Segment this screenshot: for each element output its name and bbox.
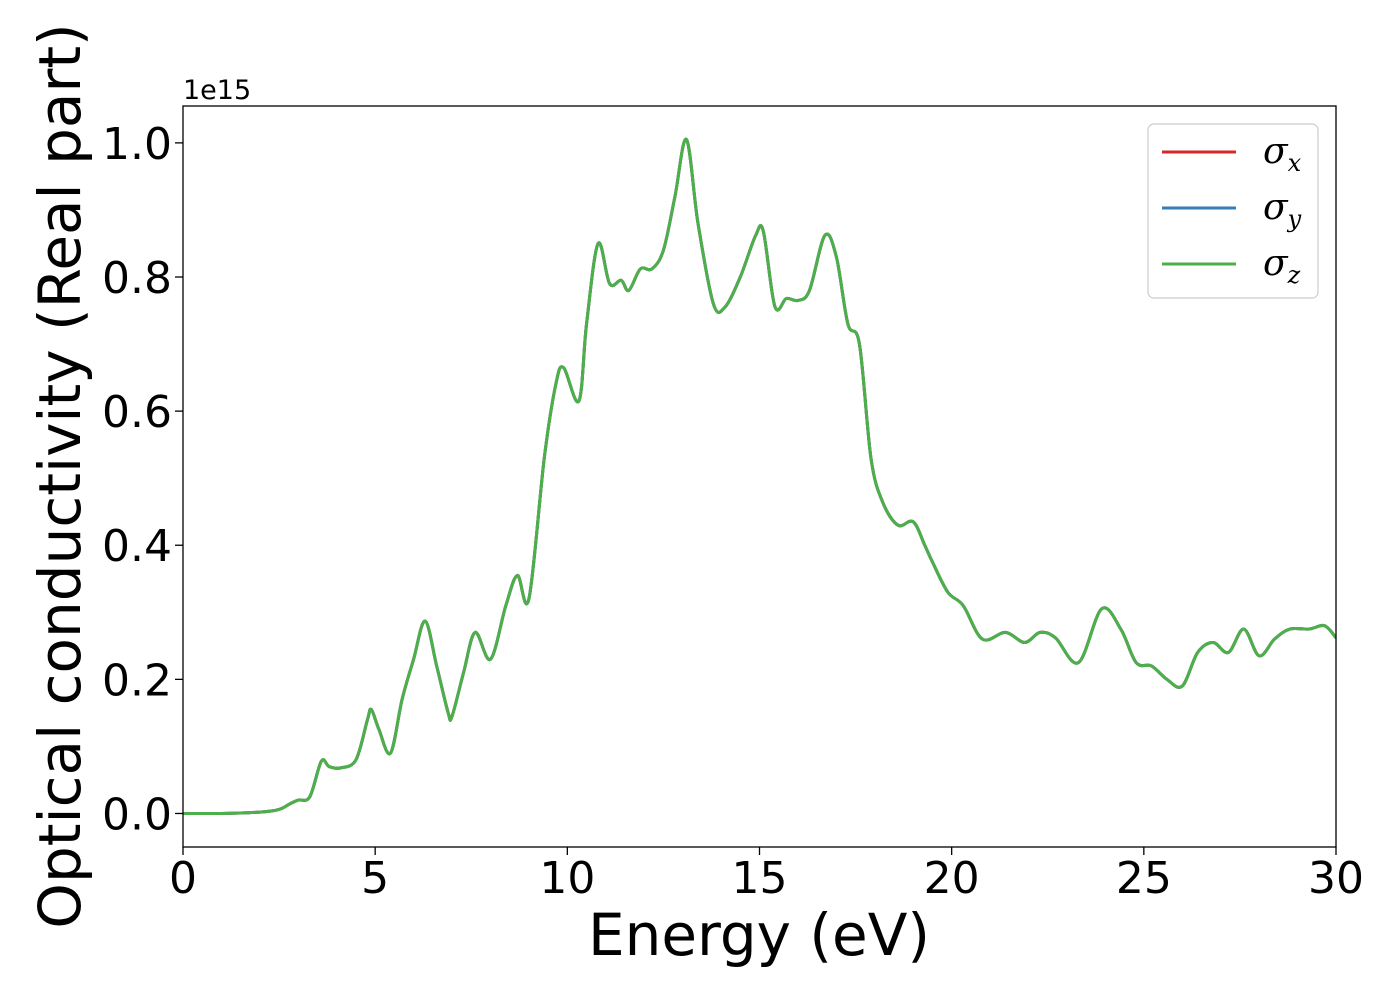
x-tick-label: 15 [732,853,788,904]
plot-frame [182,105,1337,848]
x-axis-title: Energy (eV) [588,901,930,969]
x-axis-ticks: 0 5 10 15 20 25 30 [169,847,1364,904]
series-lines [183,138,1336,816]
y-tick-label: 0.6 [102,387,172,438]
y-tick-label: 0.2 [102,655,172,706]
y-axis-title: Optical conductivity (Real part) [26,23,94,928]
y-offset-label: 1e15 [183,75,251,106]
x-tick-label: 25 [1116,853,1172,904]
x-tick-label: 20 [924,853,980,904]
x-tick-label: 5 [361,853,389,904]
y-tick-label: 0.0 [102,789,172,840]
y-tick-label: 1.0 [102,119,172,170]
x-tick-label: 10 [539,853,595,904]
x-tick-label: 0 [169,853,197,904]
legend-box [1147,123,1319,299]
y-tick-label: 0.4 [102,521,172,572]
y-axis-ticks: 0.0 0.2 0.4 0.6 0.8 1.0 [102,119,183,840]
y-tick-label: 0.8 [102,253,172,304]
x-tick-label: 30 [1308,853,1364,904]
series-line-sigma-z [183,138,1336,816]
